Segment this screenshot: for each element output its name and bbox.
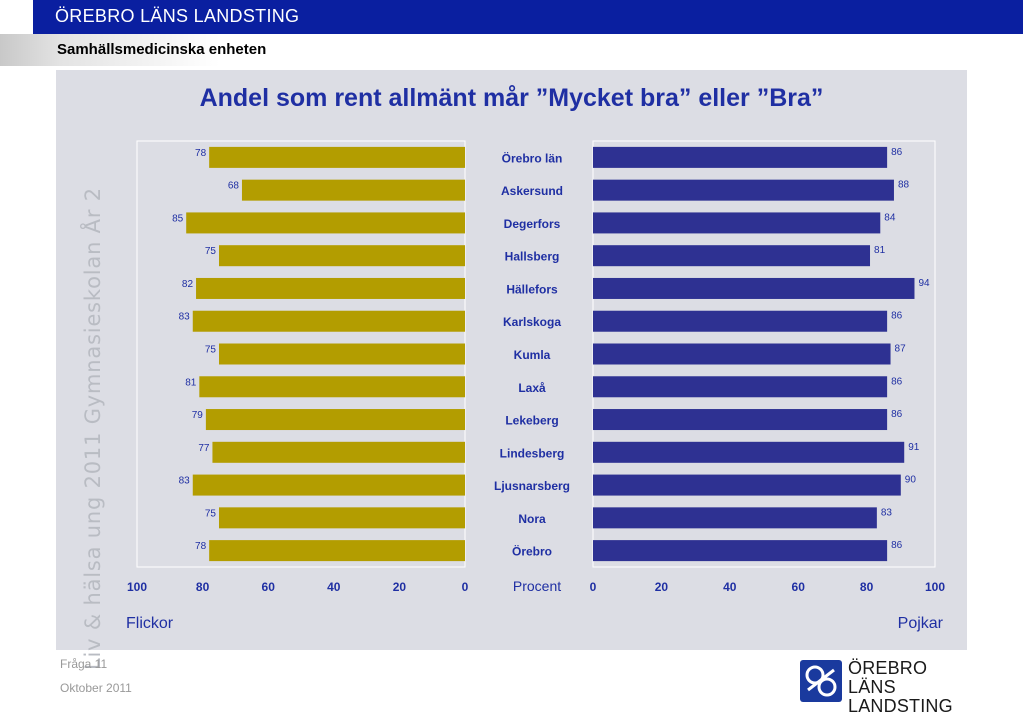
right-axis-tick-label: 80	[860, 580, 874, 594]
category-label: Kumla	[514, 348, 551, 362]
girls-value-label: 81	[185, 377, 197, 388]
boys-value-label: 86	[891, 409, 903, 420]
girls-value-label: 79	[192, 410, 204, 421]
bar-chart: 78 86 Örebro län 68 88 Askersund 85 84 Degerfors…	[126, 140, 945, 632]
girls-value-label: 78	[195, 148, 207, 159]
boys-value-label: 88	[898, 180, 910, 191]
category-label: Örebro	[512, 544, 552, 559]
subheader-bar: Samhällsmedicinska enheten	[0, 34, 1023, 66]
girls-bar	[192, 310, 465, 332]
category-label: Laxå	[518, 381, 546, 395]
girls-value-label: 68	[228, 181, 240, 192]
landsting-logo: ÖREBRO LÄNS LANDSTING	[800, 656, 965, 716]
girls-bar	[196, 277, 466, 299]
logo-icon	[800, 660, 842, 702]
right-axis-tick-label: 0	[590, 580, 597, 594]
category-label: Karlskoga	[503, 315, 561, 329]
logo-line-2: LANDSTING	[848, 696, 953, 716]
boys-bar	[593, 277, 915, 299]
boys-value-label: 81	[874, 245, 886, 256]
boys-value-label: 87	[895, 344, 907, 355]
boys-bar	[593, 310, 888, 332]
boys-bar	[593, 212, 881, 234]
footer-date: Oktober 2011	[60, 681, 132, 695]
girls-bar	[212, 441, 465, 463]
left-axis-tick-label: 80	[196, 580, 210, 594]
boys-bar	[593, 507, 877, 529]
right-axis-tick-label: 20	[655, 580, 669, 594]
right-axis-tick-label: 100	[925, 580, 945, 594]
legend-girls-label: Flickor	[126, 615, 174, 632]
category-label: Ljusnarsberg	[494, 479, 570, 493]
girls-value-label: 75	[205, 345, 217, 356]
girls-bar	[186, 212, 465, 234]
boys-value-label: 91	[908, 442, 920, 453]
category-label: Nora	[518, 512, 546, 526]
girls-bar	[205, 409, 465, 431]
chart-title: Andel som rent allmänt mår ”Mycket bra” …	[199, 84, 824, 112]
category-label: Lindesberg	[500, 446, 565, 460]
girls-value-label: 85	[172, 213, 184, 224]
category-label: Askersund	[501, 184, 563, 198]
girls-bar	[209, 146, 465, 168]
boys-value-label: 86	[891, 376, 903, 387]
girls-bar	[209, 540, 465, 562]
chart-panel: Andel som rent allmänt mår ”Mycket bra” …	[56, 70, 967, 670]
boys-bar	[593, 245, 871, 267]
boys-value-label: 84	[884, 212, 896, 223]
girls-value-label: 77	[198, 443, 210, 454]
logo-line-1: ÖREBRO LÄNS	[848, 658, 928, 697]
left-axis-tick-label: 60	[262, 580, 276, 594]
boys-bar	[593, 441, 905, 463]
category-label: Lekeberg	[505, 414, 558, 428]
boys-bar	[593, 376, 888, 398]
category-label: Hällefors	[506, 282, 558, 296]
girls-bar	[219, 343, 465, 365]
left-axis-tick-label: 100	[127, 580, 147, 594]
boys-bar	[593, 179, 894, 201]
category-label: Hallsberg	[505, 250, 560, 264]
header-bar: ÖREBRO LÄNS LANDSTING	[33, 0, 1023, 34]
boys-value-label: 83	[881, 507, 893, 518]
left-axis-tick-label: 20	[393, 580, 407, 594]
unit-title: Samhällsmedicinska enheten	[57, 41, 267, 58]
girls-value-label: 82	[182, 279, 194, 290]
footer-question: Fråga 11	[60, 657, 108, 671]
boys-value-label: 86	[891, 311, 903, 322]
left-axis-tick-label: 0	[462, 580, 469, 594]
girls-bar	[192, 474, 465, 496]
girls-bar	[219, 507, 465, 529]
x-axis-title: Procent	[513, 578, 561, 594]
right-axis-tick-label: 40	[723, 580, 737, 594]
legend-boys-label: Pojkar	[898, 615, 944, 632]
boys-bar	[593, 540, 888, 562]
organization-title: ÖREBRO LÄNS LANDSTING	[55, 6, 300, 26]
boys-value-label: 86	[891, 540, 903, 551]
boys-bar	[593, 409, 888, 431]
girls-value-label: 83	[179, 476, 191, 487]
girls-value-label: 75	[205, 508, 217, 519]
boys-bar	[593, 146, 888, 168]
boys-value-label: 90	[905, 475, 917, 486]
girls-value-label: 75	[205, 246, 217, 257]
girls-value-label: 83	[179, 312, 191, 323]
girls-value-label: 78	[195, 541, 207, 552]
boys-bar	[593, 474, 901, 496]
left-axis-tick-label: 40	[327, 580, 341, 594]
girls-bar	[219, 245, 465, 267]
boys-value-label: 94	[918, 278, 930, 289]
boys-value-label: 86	[891, 147, 903, 158]
boys-bar	[593, 343, 891, 365]
girls-bar	[241, 179, 465, 201]
category-label: Degerfors	[504, 217, 561, 231]
category-label: Örebro län	[502, 150, 563, 165]
right-axis-tick-label: 60	[792, 580, 806, 594]
girls-bar	[199, 376, 465, 398]
